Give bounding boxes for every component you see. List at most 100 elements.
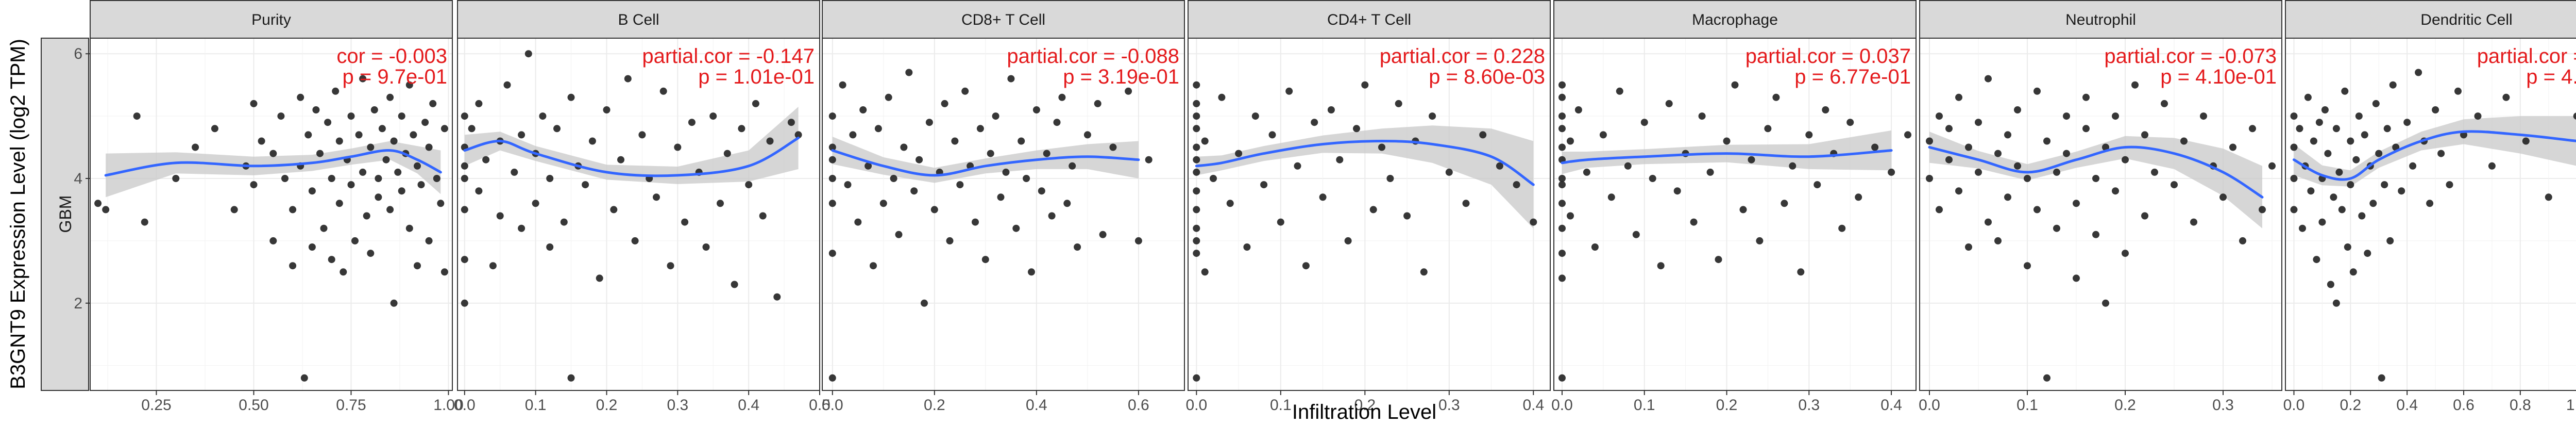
data-point	[1094, 100, 1101, 107]
fit-line-group	[1561, 149, 1893, 165]
data-point	[674, 143, 682, 151]
data-point	[461, 299, 468, 307]
data-point	[787, 119, 795, 126]
data-point	[2239, 237, 2246, 244]
data-point	[885, 93, 892, 101]
data-point	[961, 87, 969, 95]
data-point	[328, 175, 335, 182]
data-point	[1739, 206, 1747, 214]
data-point	[956, 181, 964, 189]
data-point	[1822, 106, 1829, 113]
data-point	[972, 218, 979, 226]
data-point	[386, 93, 394, 101]
data-point	[992, 112, 999, 120]
data-point	[440, 125, 448, 133]
data-point	[925, 119, 933, 126]
data-point	[879, 200, 887, 207]
data-point	[250, 100, 258, 107]
panel-border	[2285, 38, 2576, 391]
panel-strip	[1919, 0, 2282, 39]
data-point	[2219, 193, 2227, 201]
data-point	[1403, 212, 1411, 220]
data-point	[2341, 87, 2349, 95]
data-point	[230, 206, 238, 214]
data-point	[1193, 224, 1200, 232]
x-tick-label: 0.6	[2453, 397, 2475, 414]
data-point	[2043, 137, 2050, 145]
data-point	[2004, 193, 2011, 201]
data-point	[2426, 200, 2434, 207]
data-point	[631, 237, 639, 244]
data-point	[1567, 212, 1574, 220]
panel-dendritic-cell: Dendritic Cell partial.cor = 0.346p = 4.8…	[2283, 0, 2576, 414]
fit-line-group	[831, 149, 1140, 177]
data-point	[367, 143, 375, 151]
panel-border	[457, 38, 820, 391]
data-point	[1028, 268, 1035, 276]
x-tick-label: 0.3	[1438, 397, 1460, 414]
data-point	[2092, 175, 2099, 182]
data-point	[2573, 112, 2576, 120]
data-point	[250, 181, 258, 189]
data-point	[2004, 131, 2011, 139]
data-point	[2446, 181, 2453, 189]
data-point	[1772, 93, 1780, 101]
data-point	[553, 125, 561, 133]
data-point	[1125, 87, 1132, 95]
data-point	[596, 274, 603, 282]
panel-border	[1553, 38, 1917, 391]
data-point	[461, 206, 468, 214]
data-point	[1965, 243, 1972, 251]
data-point	[1193, 143, 1200, 151]
data-point	[1193, 250, 1200, 257]
data-point	[895, 231, 903, 238]
data-point	[910, 187, 918, 195]
data-point	[1994, 237, 2002, 244]
data-point	[1624, 162, 1632, 170]
data-point	[2432, 106, 2439, 113]
data-point	[1361, 81, 1369, 89]
data-points	[1193, 81, 1537, 382]
data-point	[1243, 243, 1251, 251]
data-point	[2063, 112, 2070, 120]
data-point	[2307, 187, 2315, 195]
x-tick-label: 0.8	[2510, 397, 2531, 414]
data-point	[2386, 237, 2394, 244]
data-point	[1756, 237, 1764, 244]
data-point	[2310, 137, 2317, 145]
panel-title: B Cell	[618, 11, 659, 28]
fit-line	[1195, 139, 1535, 186]
data-point	[375, 193, 382, 201]
data-point	[773, 293, 781, 301]
x-tick-label: 0.50	[239, 397, 268, 414]
data-points	[1558, 81, 1911, 382]
data-point	[1302, 262, 1310, 270]
data-point	[1395, 100, 1402, 107]
data-point	[2381, 181, 2388, 189]
data-point	[332, 87, 340, 95]
data-point	[1599, 131, 1607, 139]
data-point	[702, 243, 710, 251]
data-point	[2403, 119, 2411, 126]
data-point	[304, 131, 312, 139]
data-point	[2053, 168, 2060, 176]
y-axis-title: B3GNT9 Expression Level (log2 TPM)	[7, 39, 29, 389]
data-point	[1764, 125, 1772, 133]
data-point	[981, 256, 989, 264]
data-point	[870, 262, 877, 270]
data-point	[1955, 93, 1962, 101]
data-point	[681, 218, 689, 226]
stat-correlation: cor = -0.003	[336, 45, 447, 68]
data-point	[2190, 218, 2197, 226]
data-point	[2347, 181, 2354, 189]
data-point	[297, 93, 304, 101]
data-point	[2389, 81, 2397, 89]
data-point	[429, 100, 437, 107]
data-point	[1965, 143, 1972, 151]
x-tick-label: 0.6	[1128, 397, 1149, 414]
data-point	[1023, 175, 1030, 182]
data-point	[1063, 200, 1071, 207]
data-point	[752, 100, 759, 107]
